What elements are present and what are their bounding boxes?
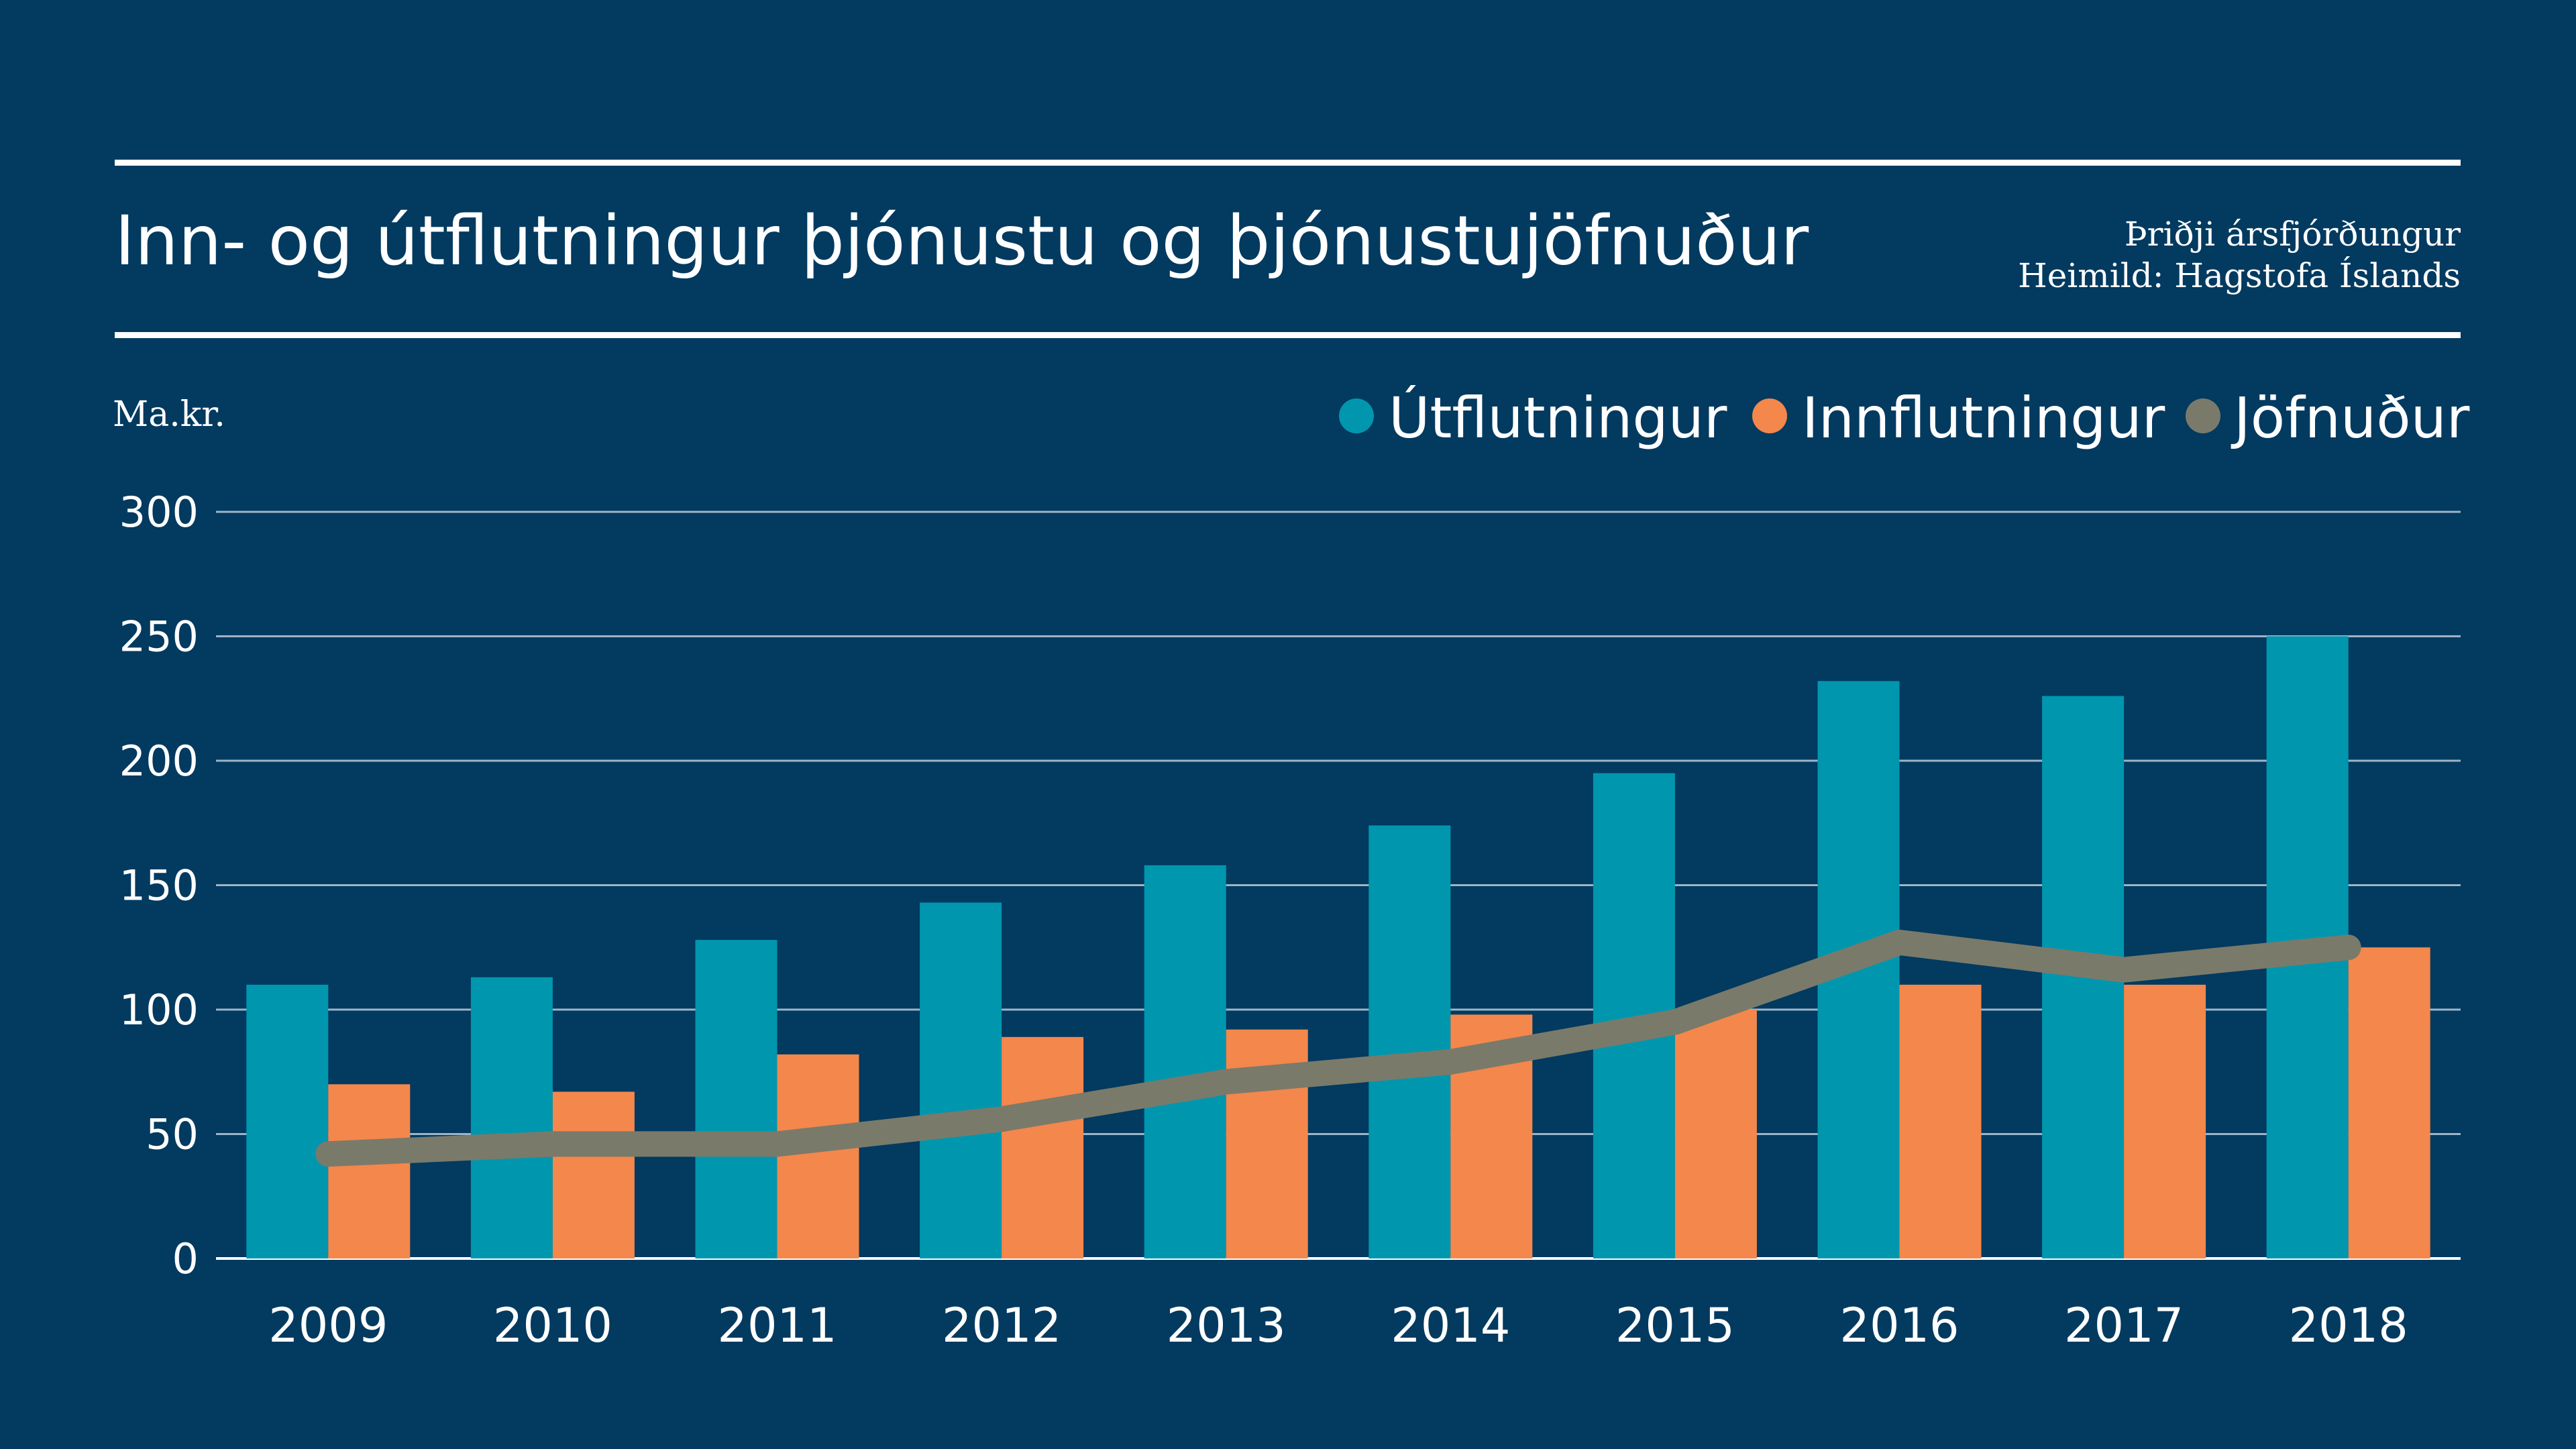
period-note: Þriðji ársfjórðungur bbox=[2124, 215, 2461, 254]
x-tick-label: 2009 bbox=[268, 1298, 388, 1353]
y-axis-label: Ma.kr. bbox=[113, 394, 225, 435]
legend-marker bbox=[2186, 398, 2220, 433]
bar-imports bbox=[2348, 947, 2430, 1258]
y-tick-label: 100 bbox=[119, 985, 199, 1034]
x-tick-label: 2015 bbox=[1615, 1298, 1735, 1353]
bar-imports bbox=[777, 1054, 859, 1258]
x-tick-label: 2010 bbox=[493, 1298, 612, 1353]
y-tick-label: 50 bbox=[146, 1110, 199, 1159]
x-tick-label: 2016 bbox=[1839, 1298, 1959, 1353]
legend-marker bbox=[1339, 398, 1374, 433]
bar-imports bbox=[2124, 984, 2206, 1258]
bar-exports bbox=[246, 984, 329, 1258]
bar-exports bbox=[920, 902, 1002, 1258]
bar-exports bbox=[1368, 825, 1451, 1258]
bar-exports bbox=[695, 940, 777, 1258]
bar-imports bbox=[552, 1091, 635, 1258]
x-tick-label: 2014 bbox=[1391, 1298, 1510, 1353]
source-note: Heimild: Hagstofa Íslands bbox=[2018, 256, 2461, 295]
x-tick-label: 2013 bbox=[1167, 1298, 1286, 1353]
bar-exports bbox=[1144, 865, 1226, 1258]
bar-imports bbox=[1002, 1036, 1084, 1258]
legend-label: Útflutningur bbox=[1389, 385, 1727, 451]
bar-imports bbox=[1899, 984, 1982, 1258]
x-tick-label: 2012 bbox=[942, 1298, 1061, 1353]
x-tick-label: 2011 bbox=[717, 1298, 837, 1353]
bar-imports bbox=[1674, 1010, 1757, 1258]
legend-label: Innflutningur bbox=[1802, 385, 2165, 451]
header-top-rule bbox=[115, 160, 2461, 166]
bar-imports bbox=[328, 1084, 411, 1258]
y-tick-label: 250 bbox=[119, 612, 199, 661]
chart-title: Inn- og útflutningur þjónustu og þjónust… bbox=[115, 201, 1809, 281]
x-tick-label: 2017 bbox=[2064, 1298, 2184, 1353]
balance-line bbox=[315, 929, 2361, 1167]
y-tick-label: 300 bbox=[119, 488, 199, 537]
y-tick-label: 150 bbox=[119, 861, 199, 910]
legend-label: Jöfnuður bbox=[2231, 385, 2470, 451]
header-bottom-rule bbox=[115, 332, 2461, 338]
y-tick-label: 200 bbox=[119, 737, 199, 786]
legend-marker bbox=[1752, 398, 1787, 433]
x-tick-label: 2018 bbox=[2289, 1298, 2408, 1353]
chart-meta: Þriðji ársfjórðungur Heimild: Hagstofa Í… bbox=[2018, 213, 2461, 297]
y-tick-label: 0 bbox=[172, 1234, 199, 1283]
bar-exports bbox=[470, 977, 553, 1258]
